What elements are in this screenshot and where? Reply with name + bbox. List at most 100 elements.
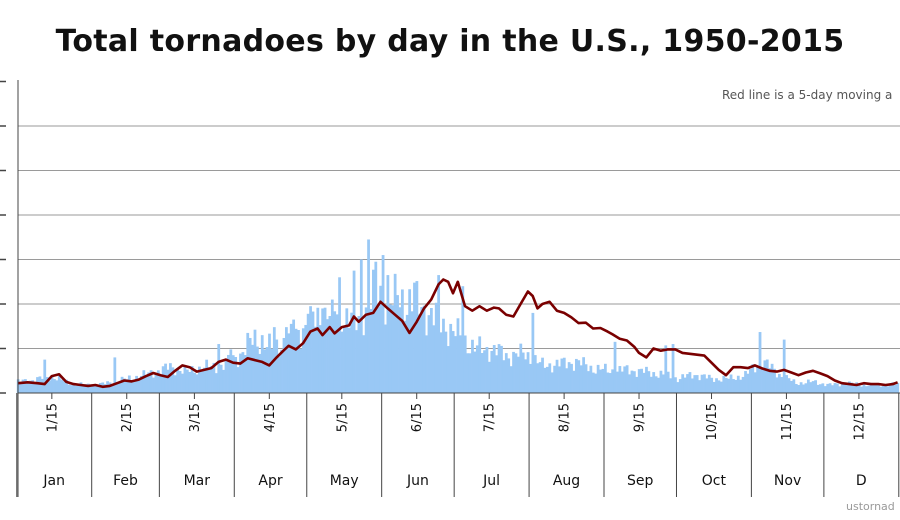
bar	[722, 375, 726, 393]
bar	[236, 367, 240, 393]
bar	[529, 363, 532, 393]
bar	[574, 358, 578, 393]
bar	[343, 326, 346, 393]
bar	[417, 314, 421, 393]
bar	[396, 295, 399, 393]
bar	[833, 383, 837, 393]
bar	[152, 377, 155, 393]
bar	[405, 314, 409, 393]
bar	[461, 286, 465, 393]
bar	[355, 330, 358, 393]
bar	[736, 375, 740, 393]
bar	[787, 378, 791, 393]
bar	[625, 365, 629, 393]
bar	[492, 345, 496, 393]
bar	[693, 375, 697, 393]
bar	[65, 379, 68, 393]
bar	[340, 331, 344, 393]
bar	[200, 371, 204, 393]
month-label: Oct	[702, 473, 727, 489]
bar	[603, 363, 607, 393]
bar	[657, 377, 660, 393]
bar	[770, 363, 774, 393]
bar	[642, 372, 646, 393]
bar	[195, 374, 199, 393]
bar	[790, 380, 793, 393]
bar	[799, 382, 803, 393]
bar	[548, 363, 552, 393]
bar	[792, 379, 796, 393]
x-tick-label: 4/15	[263, 403, 278, 432]
bar	[896, 382, 900, 393]
bar	[243, 355, 247, 393]
bar	[301, 328, 305, 393]
bar	[826, 383, 830, 393]
bar	[442, 318, 445, 393]
bar	[582, 357, 586, 393]
bar	[420, 307, 424, 393]
bar	[432, 325, 436, 393]
x-tick-label: 8/15	[558, 403, 573, 432]
bar	[55, 380, 59, 393]
month-label: Jun	[406, 473, 429, 489]
bar	[198, 366, 201, 393]
bar	[659, 370, 663, 393]
bar	[137, 379, 141, 393]
bar	[330, 299, 334, 393]
bar	[289, 323, 293, 393]
bar	[819, 384, 822, 393]
bar	[190, 366, 194, 393]
bar	[877, 383, 880, 393]
month-label: Mar	[184, 473, 211, 489]
bar	[584, 364, 588, 393]
bar	[26, 383, 30, 393]
bar	[533, 355, 537, 393]
bar	[761, 368, 764, 393]
bar	[212, 362, 216, 393]
x-tick-label: 3/15	[188, 403, 203, 432]
bar	[82, 385, 85, 393]
bar	[741, 376, 745, 393]
bar	[867, 385, 871, 393]
bar	[753, 372, 757, 393]
month-label: Sep	[627, 473, 654, 489]
bar	[485, 347, 489, 393]
bar	[205, 359, 209, 393]
bar	[732, 379, 735, 393]
bar	[843, 383, 846, 393]
bar	[67, 384, 71, 393]
bar	[782, 339, 786, 393]
bar	[596, 364, 600, 393]
month-label: Jan	[42, 473, 65, 489]
bar	[77, 384, 80, 393]
bar	[746, 373, 750, 393]
bar	[323, 307, 327, 393]
bar	[872, 384, 875, 393]
bar	[314, 326, 317, 393]
x-tick-label: 5/15	[335, 403, 350, 432]
bar	[350, 312, 354, 393]
bar	[543, 367, 547, 393]
bar	[239, 353, 242, 393]
bar	[227, 354, 230, 393]
bar	[756, 367, 759, 393]
bar	[471, 339, 474, 393]
watermark: ustornad	[846, 500, 895, 513]
bar	[108, 382, 112, 393]
bar	[632, 371, 636, 393]
bar	[347, 327, 351, 393]
bar	[577, 360, 581, 393]
bar	[53, 379, 56, 393]
bar	[185, 369, 189, 393]
bar	[560, 358, 564, 393]
bar	[773, 368, 776, 393]
bar	[695, 375, 699, 393]
bar	[333, 311, 337, 393]
bar	[681, 374, 685, 393]
bar	[893, 384, 897, 393]
bar	[835, 383, 839, 393]
bar	[816, 384, 820, 393]
bar	[425, 335, 428, 393]
bar	[500, 345, 503, 393]
bar	[555, 359, 559, 393]
